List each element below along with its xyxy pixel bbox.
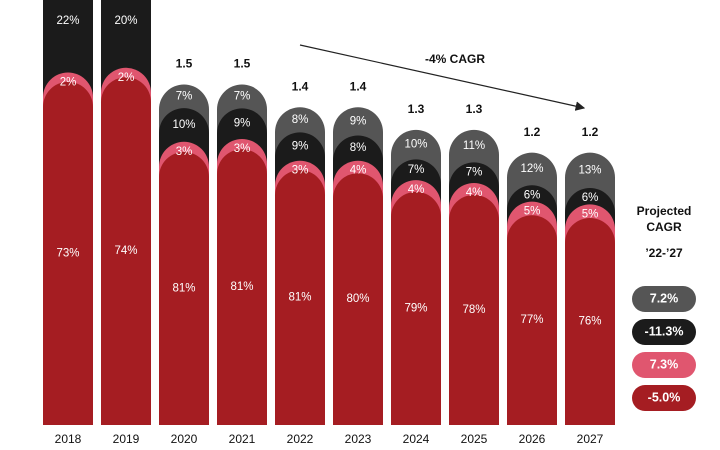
data-label: 10%: [404, 139, 427, 151]
data-label: 4%: [466, 187, 483, 199]
x-tick-label: 2025: [461, 432, 488, 446]
x-tick-label: 2026: [519, 432, 546, 446]
data-label: 4%: [408, 184, 425, 196]
legend-label: -5.0%: [648, 390, 681, 404]
data-label: 12%: [520, 163, 543, 175]
data-label: 77%: [520, 314, 543, 326]
data-label: 76%: [578, 316, 601, 328]
data-label: 73%: [56, 247, 79, 259]
total-label: 1.2: [582, 125, 599, 139]
legend-title: Projected: [637, 204, 692, 218]
x-tick-label: 2020: [171, 432, 198, 446]
bar-segment: [275, 170, 325, 425]
annotation: -4% CAGR: [425, 52, 485, 66]
bar-segment: [158, 151, 209, 426]
data-label: 80%: [346, 293, 369, 305]
x-tick-label: 2018: [55, 432, 82, 446]
bar-segment: [333, 173, 383, 425]
bar-segment: [216, 149, 267, 425]
total-label: 1.3: [466, 102, 483, 116]
total-label: 1.5: [176, 57, 193, 71]
x-tick-label: 2022: [287, 432, 314, 446]
bar-segment: [391, 191, 441, 425]
data-label: 9%: [234, 118, 251, 130]
data-label: 9%: [350, 115, 367, 127]
total-label: 1.4: [292, 79, 309, 93]
total-label: 1.4: [350, 79, 367, 93]
data-label: 2%: [60, 77, 77, 89]
data-label: 81%: [288, 292, 311, 304]
total-label: 1.2: [524, 125, 541, 139]
legend-swatch: [632, 385, 696, 411]
data-label: 8%: [350, 142, 367, 154]
bar-segment: [449, 194, 499, 425]
x-tick-label: 2023: [345, 432, 372, 446]
total-label: 1.3: [408, 102, 425, 116]
data-label: 78%: [462, 304, 485, 316]
data-label: 2%: [118, 72, 135, 84]
legend-title: ’22-’27: [645, 246, 683, 260]
legend-label: 7.3%: [650, 357, 679, 371]
data-label: 4%: [350, 165, 367, 177]
data-label: 5%: [524, 206, 541, 218]
bar-segment: [565, 217, 615, 425]
data-label: 7%: [466, 167, 483, 179]
data-label: 7%: [176, 90, 193, 102]
data-label: 6%: [524, 189, 541, 201]
data-label: 10%: [172, 119, 195, 131]
legend-swatch: [632, 352, 696, 378]
data-label: 22%: [56, 15, 79, 27]
data-label: 3%: [176, 146, 193, 158]
x-tick-label: 2024: [403, 432, 430, 446]
legend-label: -11.3%: [645, 324, 684, 338]
data-label: 7%: [234, 90, 251, 102]
data-label: 6%: [582, 192, 599, 204]
bar-segment: [43, 81, 93, 426]
data-label: 74%: [114, 245, 137, 257]
data-label: 5%: [582, 208, 599, 220]
data-label: 13%: [578, 164, 601, 176]
total-label: 1.5: [234, 57, 251, 71]
data-label: 3%: [292, 165, 309, 177]
legend-swatch: [632, 319, 696, 345]
bar-segment: [101, 77, 151, 425]
data-label: 79%: [404, 302, 427, 314]
data-label: 8%: [292, 114, 309, 126]
x-tick-label: 2019: [113, 432, 140, 446]
trend-arrow: [299, 44, 586, 111]
data-label: 11%: [463, 140, 485, 152]
x-tick-label: 2021: [229, 432, 256, 446]
data-label: 7%: [408, 164, 425, 176]
legend-title: CAGR: [646, 220, 682, 234]
legend-swatch: [632, 286, 696, 312]
data-label: 81%: [172, 282, 195, 294]
data-label: 9%: [292, 141, 309, 153]
data-label: 3%: [234, 143, 251, 155]
x-tick-label: 2027: [577, 432, 604, 446]
bar-segment: [507, 215, 557, 425]
data-label: 20%: [114, 15, 137, 27]
legend-label: 7.2%: [650, 291, 679, 305]
data-label: 81%: [230, 281, 253, 293]
